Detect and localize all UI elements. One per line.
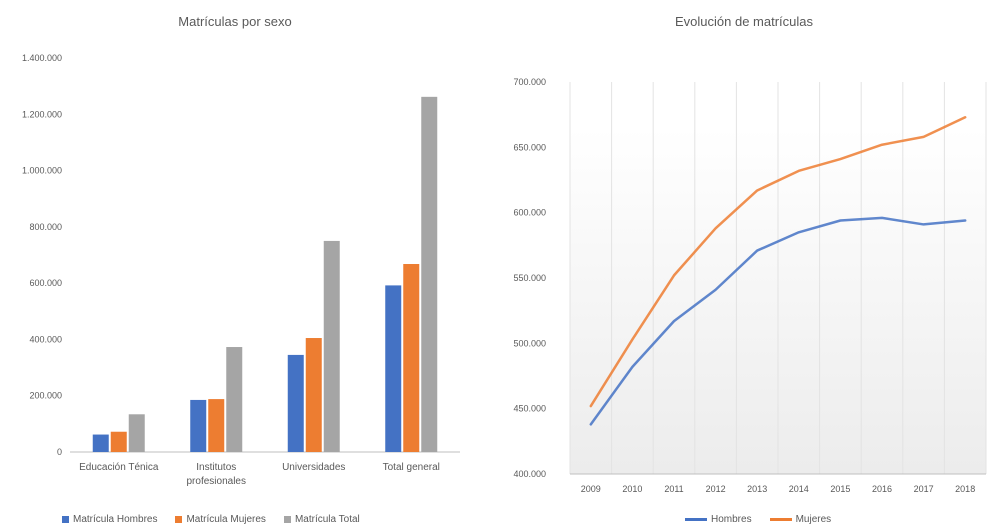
- bar: [323, 240, 340, 452]
- bar-chart-legend: Matrícula Hombres Matrícula Mujeres Matr…: [62, 514, 360, 525]
- x-tick-label: 2010: [622, 484, 642, 494]
- y-tick-label: 400.000: [513, 469, 546, 479]
- y-tick-label: 400.000: [29, 334, 62, 344]
- legend-swatch-hombres: [685, 518, 707, 521]
- bar: [208, 399, 225, 452]
- bar: [305, 338, 322, 452]
- x-tick-label: 2015: [830, 484, 850, 494]
- x-tick-label: 2014: [789, 484, 809, 494]
- legend-item-mujeres: Mujeres: [769, 514, 832, 525]
- legend-label: Matrícula Total: [294, 514, 360, 525]
- y-tick-label: 500.000: [513, 338, 546, 348]
- legend-label: Hombres: [711, 514, 752, 525]
- legend-item-total: Matrícula Total: [283, 514, 360, 525]
- legend-label: Matrícula Mujeres: [186, 514, 266, 525]
- x-tick-label: 2013: [747, 484, 767, 494]
- bar-chart-matriculas-por-sexo: Matrículas por sexo 0 200.000 400.000 600.0…: [0, 0, 470, 532]
- legend-label: Matrícula Hombres: [73, 514, 158, 525]
- legend-item-mujeres: Matrícula Mujeres: [175, 514, 266, 525]
- y-tick-label: 1.200.000: [22, 109, 62, 119]
- bar: [92, 434, 109, 452]
- x-tick-label: 2011: [664, 484, 683, 494]
- legend-item-hombres: Matrícula Hombres: [62, 514, 157, 525]
- series-line-hombres: [589, 216, 967, 426]
- x-tick-label: 2018: [955, 484, 975, 494]
- chart-title: Evolución de matrículas: [674, 14, 813, 29]
- x-tick-label: 2009: [581, 484, 601, 494]
- y-tick-label: 550.000: [513, 273, 546, 283]
- x-tick-label: 2016: [872, 484, 892, 494]
- y-tick-label: 700.000: [513, 77, 546, 87]
- x-tick-label: 2012: [706, 484, 726, 494]
- chart-title: Matrículas por sexo: [178, 14, 292, 29]
- bar: [403, 264, 420, 452]
- x-tick-label: Institutos profesionales: [187, 462, 246, 487]
- line-chart-evolucion-de-matriculas: Evolución de matrículas 400.000 450.000 50…: [490, 0, 998, 532]
- legend-swatch-mujeres: [769, 518, 792, 521]
- legend-swatch-mujeres: [175, 516, 183, 523]
- legend-swatch-hombres: [62, 516, 69, 523]
- x-tick-label: 2017: [914, 484, 934, 494]
- y-tick-label: 450.000: [513, 404, 546, 414]
- bar-chart-plot: 0 200.000 400.000 600.000 800.000 1.000.000 1.…: [22, 53, 460, 487]
- legend-swatch-total: [283, 516, 291, 523]
- y-tick-label: 200.000: [29, 391, 62, 401]
- bar: [110, 431, 127, 452]
- line-chart-plot: 400.000 450.000 500.000 550.000 600.000 650.0…: [513, 77, 987, 494]
- x-tick-label: Universidades: [282, 462, 345, 473]
- y-tick-label: 800.000: [29, 222, 62, 232]
- y-tick-label: 0: [57, 447, 62, 457]
- legend-item-hombres: Hombres: [685, 514, 752, 525]
- bar: [287, 354, 304, 452]
- line-chart-legend: Hombres Mujeres: [685, 514, 831, 525]
- bar: [128, 414, 145, 452]
- y-tick-label: 650.000: [513, 142, 546, 152]
- bar: [226, 347, 243, 452]
- bar: [190, 399, 207, 452]
- bar: [385, 285, 402, 452]
- x-tick-label: Educación Ténica: [79, 462, 159, 473]
- series-line-mujeres: [589, 116, 967, 408]
- y-tick-label: 1.400.000: [22, 53, 62, 63]
- bar: [421, 96, 438, 452]
- legend-label: Mujeres: [795, 514, 832, 525]
- x-tick-label: Total general: [383, 462, 440, 473]
- y-tick-label: 600.000: [513, 208, 546, 218]
- y-tick-label: 600.000: [29, 278, 62, 288]
- y-tick-label: 1.000.000: [22, 166, 62, 176]
